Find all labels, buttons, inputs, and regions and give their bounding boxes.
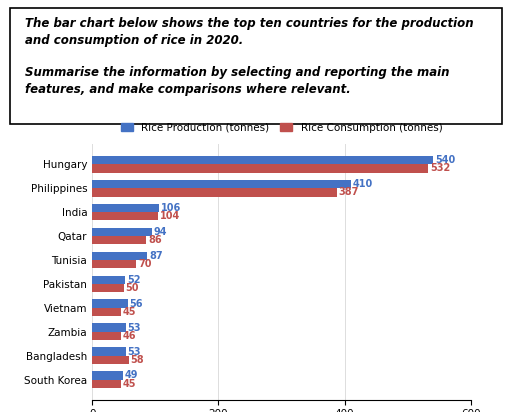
Text: 49: 49 [125, 370, 139, 380]
Bar [92, 276, 125, 284]
Text: 56: 56 [130, 299, 143, 309]
Bar [92, 204, 159, 212]
Bar [92, 212, 158, 220]
Text: 50: 50 [125, 283, 139, 293]
Bar [92, 300, 127, 308]
Text: 45: 45 [122, 307, 136, 317]
Bar [92, 332, 121, 340]
Text: 58: 58 [131, 355, 144, 365]
Bar [92, 323, 125, 332]
Text: 104: 104 [160, 211, 180, 221]
Bar [92, 228, 152, 236]
Text: 106: 106 [161, 203, 181, 213]
Bar [92, 308, 121, 316]
Text: 86: 86 [148, 235, 162, 245]
Bar [92, 284, 124, 292]
Text: 94: 94 [154, 227, 167, 237]
Text: 410: 410 [353, 179, 373, 189]
Bar [92, 156, 433, 164]
Text: 46: 46 [123, 331, 137, 341]
Text: 87: 87 [149, 251, 163, 261]
Bar [92, 236, 146, 244]
Bar [92, 188, 336, 197]
Text: Summarise the information by selecting and reporting the main
features, and make: Summarise the information by selecting a… [25, 66, 450, 96]
Text: 387: 387 [338, 187, 359, 197]
Bar [92, 371, 123, 379]
Bar [92, 356, 129, 364]
Text: 532: 532 [430, 164, 450, 173]
Bar [92, 379, 121, 388]
Bar [92, 252, 147, 260]
Text: The bar chart below shows the top ten countries for the production
and consumpti: The bar chart below shows the top ten co… [25, 17, 474, 47]
Bar [92, 180, 351, 188]
Bar [92, 347, 125, 356]
Text: 53: 53 [127, 323, 141, 332]
Text: 70: 70 [138, 259, 152, 269]
Bar [92, 164, 428, 173]
Text: 540: 540 [435, 155, 455, 165]
Text: 45: 45 [122, 379, 136, 389]
Legend: Rice Production (tonnes), Rice Consumption (tonnes): Rice Production (tonnes), Rice Consumpti… [116, 119, 447, 137]
FancyBboxPatch shape [10, 8, 502, 124]
Bar [92, 260, 136, 268]
Text: 52: 52 [127, 275, 140, 285]
Text: 53: 53 [127, 346, 141, 356]
